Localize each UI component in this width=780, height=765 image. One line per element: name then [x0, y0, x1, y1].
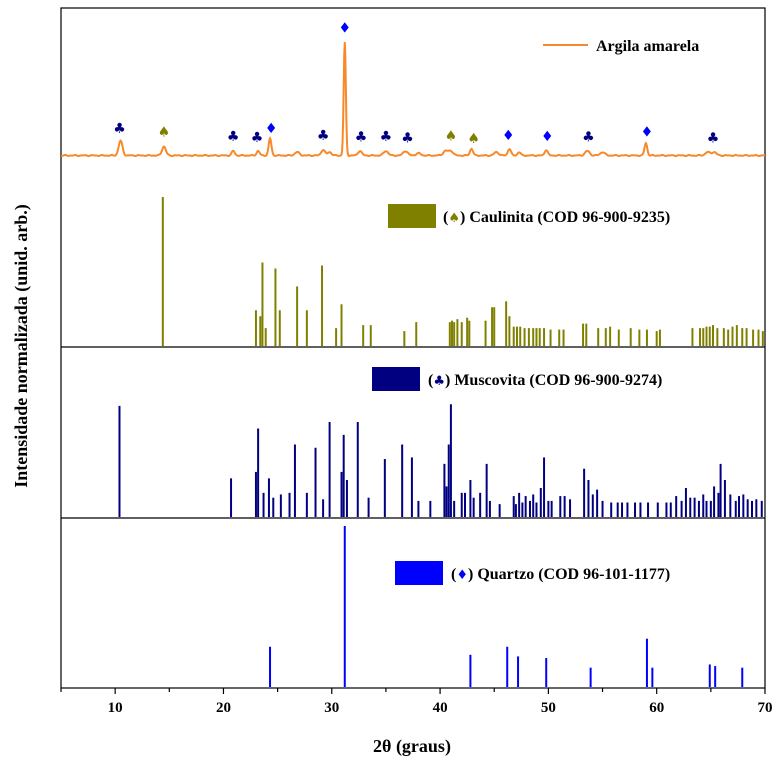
sample-pattern-line — [60, 42, 766, 158]
legend-label-quartzo: (♦) Quartzo (COD 96-101-1177) — [451, 566, 670, 583]
x-tick-label: 70 — [758, 700, 773, 716]
peak-marker-caulinita: ♠ — [158, 124, 171, 140]
peak-marker-muscovita: ♣ — [227, 129, 240, 145]
peak-marker-muscovita: ♣ — [317, 128, 330, 144]
plot-frame — [60, 7, 766, 689]
peak-marker-quartzo: ♦ — [338, 21, 351, 37]
peak-marker-muscovita: ♣ — [251, 130, 264, 146]
legend-label-sample: Argila amarela — [596, 38, 699, 55]
x-tick-label: 50 — [541, 700, 556, 716]
peak-marker-muscovita: ♣ — [401, 131, 414, 147]
peak-marker-quartzo: ♦ — [641, 124, 654, 140]
peak-marker-muscovita: ♣ — [113, 121, 126, 137]
x-axis-label: 2θ (graus) — [373, 736, 451, 757]
chart-marks: ♣ ♠ ♣ ♣♦ ♣♦♣ ♣ ♣ ♠ ♠ ♦ ♦ ♣ ♦ ♣Argila amarela(♠) Cauli… — [60, 21, 766, 687]
peak-marker-muscovita: ♣ — [355, 130, 368, 146]
peak-marker-quartzo: ♦ — [502, 128, 515, 144]
plot-panels — [60, 7, 766, 689]
legend-label-caulinita: (♠) Caulinita (COD 96-900-9235) — [443, 209, 670, 226]
x-tick-label: 30 — [324, 700, 339, 716]
x-tick-label: 20 — [216, 700, 231, 716]
legend-swatch-quartzo — [395, 561, 443, 585]
x-axis: 10 20 30 40 50 60 70 — [60, 688, 773, 716]
peak-marker-caulinita: ♠ — [467, 131, 480, 147]
peak-marker-quartzo: ♦ — [541, 129, 554, 145]
legend-swatch-muscovita — [372, 367, 420, 391]
legend-swatch-caulinita — [388, 204, 436, 228]
peak-marker-muscovita: ♣ — [380, 129, 393, 145]
peak-marker-caulinita: ♠ — [445, 129, 458, 145]
peak-marker-quartzo: ♦ — [265, 121, 278, 137]
x-tick-label: 60 — [649, 700, 664, 716]
x-tick-label: 40 — [433, 700, 448, 716]
x-tick-label: 10 — [108, 700, 123, 716]
peak-marker-muscovita: ♣ — [582, 129, 595, 145]
legend-label-muscovita: (♣) Muscovita (COD 96-900-9274) — [428, 372, 662, 389]
peak-marker-muscovita: ♣ — [707, 130, 720, 146]
y-axis-label: Intensidade normalizada (unid. arb.) — [11, 204, 32, 488]
